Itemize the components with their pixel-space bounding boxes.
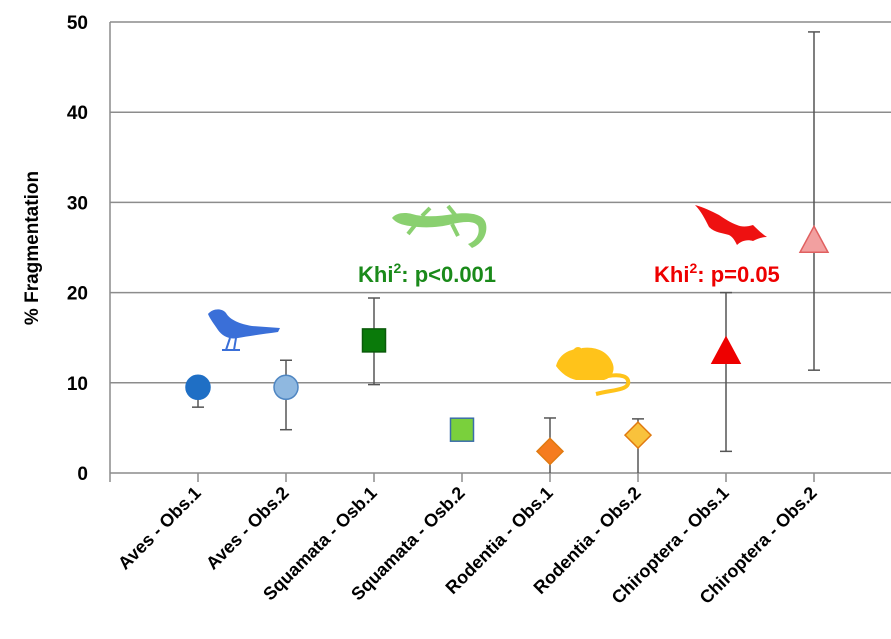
lizard-icon — [392, 204, 487, 248]
bird-icon-body — [208, 309, 280, 339]
y-axis-label: % Fragmentation — [22, 171, 43, 325]
axes — [109, 22, 891, 474]
lizard-icon-legs — [406, 204, 460, 237]
chi-square-annotation-chiroptera: Khi2: p=0.05 — [654, 260, 780, 287]
rat-icon-tail — [595, 373, 631, 396]
rat-icon-ear — [573, 347, 583, 357]
y-tick-label: 30 — [67, 193, 88, 214]
data-marker — [449, 417, 475, 442]
data-marker — [361, 328, 387, 353]
bird-icon — [208, 309, 280, 351]
y-tick-label: 40 — [67, 103, 88, 124]
rat-icon-body — [556, 347, 614, 380]
data-marker — [273, 374, 299, 401]
data-marker — [185, 374, 211, 401]
y-tick-label: 10 — [67, 374, 88, 395]
bat-icon-body — [695, 205, 767, 245]
x-tick-label: Aves - Obs.2 — [202, 483, 293, 574]
y-tick-labels: 0 10 20 30 40 50 — [67, 13, 88, 485]
data-marker — [623, 421, 653, 450]
gridlines — [110, 21, 891, 384]
x-tick-marks — [109, 473, 815, 482]
bird-icon-legs — [222, 337, 240, 351]
y-tick-label: 0 — [77, 464, 88, 485]
data-marker — [710, 335, 742, 364]
lizard-icon-body — [392, 213, 487, 248]
data-markers — [185, 224, 830, 466]
data-marker — [798, 224, 830, 254]
bat-icon — [695, 205, 767, 245]
error-bars — [192, 31, 820, 473]
chi-square-annotation-squamata: Khi2: p<0.001 — [358, 260, 496, 287]
rat-icon — [556, 347, 631, 396]
data-marker — [535, 437, 565, 466]
x-tick-label: Aves - Obs.1 — [114, 483, 205, 574]
y-tick-label: 50 — [67, 13, 88, 34]
animal-icons — [208, 204, 767, 396]
y-tick-label: 20 — [67, 284, 88, 305]
